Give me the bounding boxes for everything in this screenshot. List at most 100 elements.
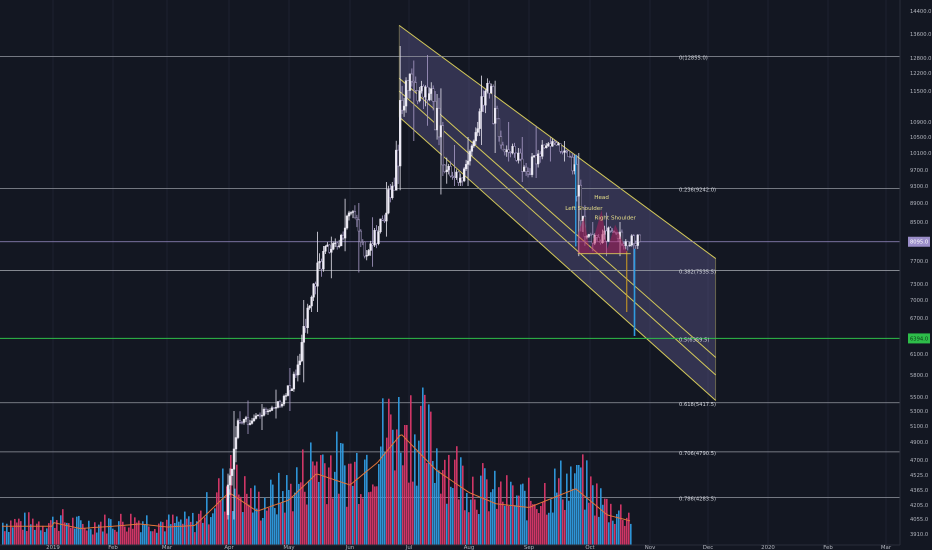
volume-bar bbox=[576, 465, 578, 545]
volume-bar bbox=[482, 463, 484, 545]
candle-body bbox=[236, 420, 240, 438]
volume-bar bbox=[122, 521, 124, 545]
candle-body bbox=[545, 145, 548, 149]
candle-body bbox=[472, 140, 475, 147]
volume-bar bbox=[520, 484, 522, 545]
candle-body bbox=[595, 234, 598, 238]
candle-body bbox=[563, 150, 566, 153]
volume-bar bbox=[56, 520, 58, 545]
volume-bar bbox=[366, 454, 368, 545]
candles bbox=[226, 46, 641, 520]
volume-bar bbox=[90, 529, 92, 545]
y-tick-label-3: 12200.0 bbox=[910, 71, 931, 77]
volume-bar bbox=[484, 468, 486, 545]
volume-bar bbox=[446, 503, 448, 545]
volume-bar bbox=[616, 513, 618, 545]
x-tick-label-13: Feb bbox=[823, 545, 833, 550]
candle-body bbox=[314, 283, 317, 287]
candle-body bbox=[404, 80, 408, 107]
candle-body bbox=[252, 418, 256, 422]
volume-ma-line bbox=[2, 434, 631, 529]
candle-body bbox=[443, 164, 446, 172]
candle-body bbox=[589, 234, 592, 236]
volume-bar bbox=[40, 530, 42, 545]
volume-bar bbox=[416, 485, 418, 545]
volume-bar bbox=[532, 504, 534, 545]
volume-bar bbox=[114, 529, 116, 545]
volume-bar bbox=[302, 449, 304, 545]
volume-bar bbox=[2, 522, 4, 545]
volume-bar bbox=[280, 503, 282, 545]
volume-bar bbox=[546, 514, 548, 545]
candle-body bbox=[437, 107, 441, 138]
volume-bar bbox=[300, 482, 302, 545]
volume-bar bbox=[574, 473, 576, 545]
volume-bar bbox=[164, 531, 166, 545]
volume-bar bbox=[340, 442, 342, 545]
volume-bar bbox=[298, 483, 300, 545]
volume-bar bbox=[50, 520, 52, 545]
candle-body bbox=[424, 86, 427, 98]
volume-bar bbox=[214, 508, 216, 545]
y-tick-label-11: 8500.0 bbox=[910, 220, 928, 226]
y-tick-label-24: 4365.0 bbox=[910, 488, 928, 494]
volume-bar bbox=[324, 463, 326, 545]
time-axis[interactable]: 2019 Feb Mar Apr May Jun Jul Aug Sep Oct Nov Dec 202… bbox=[0, 544, 900, 550]
candle-body bbox=[468, 151, 472, 162]
candle-body bbox=[246, 417, 250, 425]
volume-bar bbox=[436, 448, 438, 545]
x-tick-label-8: Sep bbox=[524, 545, 535, 550]
candle-body bbox=[234, 437, 238, 450]
volume-bar bbox=[4, 531, 6, 545]
volume-bar bbox=[212, 513, 214, 545]
volume-bar bbox=[22, 529, 24, 545]
candle-body bbox=[373, 230, 376, 246]
volume-bar bbox=[556, 492, 558, 545]
candle-body bbox=[377, 231, 380, 244]
candle-body bbox=[298, 360, 301, 366]
volume-bar bbox=[184, 511, 186, 545]
price-axis-bg bbox=[900, 0, 932, 550]
volume-bar bbox=[538, 513, 540, 545]
volume-bar bbox=[386, 437, 388, 545]
volume-bar bbox=[192, 512, 194, 545]
volume-bar bbox=[452, 488, 454, 545]
candle-body bbox=[232, 448, 236, 470]
volume-bar bbox=[628, 512, 630, 545]
y-tick-label-5: 10900.0 bbox=[910, 120, 931, 126]
volume-bar bbox=[76, 516, 78, 545]
volume-bar bbox=[544, 483, 546, 545]
volume-bar bbox=[124, 526, 126, 545]
x-tick-label-14: Mar bbox=[881, 545, 892, 550]
candle-body bbox=[240, 422, 244, 424]
volume-bar bbox=[568, 500, 570, 545]
candle-body bbox=[399, 100, 402, 167]
volume-bar bbox=[60, 515, 62, 545]
volume-bar bbox=[258, 491, 260, 545]
candle-body bbox=[609, 227, 612, 232]
candle-body bbox=[420, 86, 423, 92]
candle-body bbox=[476, 128, 479, 133]
volume-bar bbox=[320, 455, 322, 545]
volume-bar bbox=[202, 522, 204, 545]
volume-bar bbox=[232, 511, 234, 545]
volume-bar bbox=[30, 524, 32, 545]
candle-body bbox=[387, 189, 390, 214]
price-axis[interactable]: 14400.0 13600.0 12800.0 12200.0 11500.0 10900… bbox=[899, 0, 932, 550]
volume-bar bbox=[8, 531, 10, 545]
volume-bar bbox=[188, 516, 190, 545]
volume-bar bbox=[414, 434, 416, 545]
candle-body bbox=[288, 385, 292, 391]
volume-bar bbox=[342, 443, 344, 545]
grid bbox=[52, 0, 887, 545]
candle-body bbox=[457, 171, 460, 183]
volume-bar bbox=[108, 518, 110, 545]
volume-bar bbox=[170, 524, 172, 545]
volume-bar bbox=[284, 512, 286, 545]
channel-mid-rail bbox=[398, 77, 717, 358]
y-tick-label-9: 9300.0 bbox=[910, 184, 928, 190]
candle-body bbox=[478, 111, 481, 129]
candle-body bbox=[559, 143, 562, 152]
candle-body bbox=[461, 177, 464, 182]
